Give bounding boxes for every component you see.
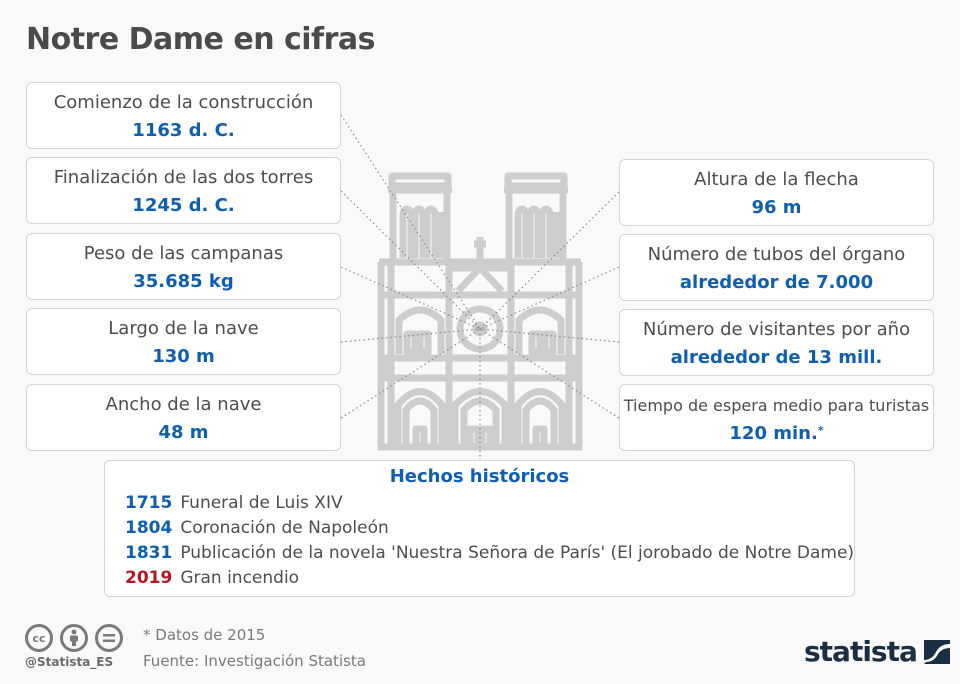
logo-text: statista bbox=[804, 635, 918, 668]
cathedral-icon bbox=[377, 172, 583, 451]
history-item: 1804 Coronación de Napoleón bbox=[125, 518, 389, 538]
no-derivatives-icon[interactable] bbox=[95, 624, 123, 652]
fact-box-construction-start: Comienzo de la construcción 1163 d. C. bbox=[26, 82, 341, 149]
history-year: 2019 bbox=[125, 568, 173, 588]
fact-label: Ancho de la nave bbox=[105, 394, 262, 415]
footnote-mark: * bbox=[817, 424, 824, 437]
fact-value-text: 120 min. bbox=[729, 423, 818, 444]
fact-value: 120 min.* bbox=[620, 423, 933, 445]
fact-box-bells-weight: Peso de las campanas 35.685 kg bbox=[26, 233, 341, 300]
fact-label: Largo de la nave bbox=[108, 318, 259, 339]
source-text: Fuente: Investigación Statista bbox=[143, 652, 366, 670]
fact-label: Tiempo de espera medio para turistas bbox=[623, 396, 930, 415]
history-title: Hechos históricos bbox=[389, 466, 570, 487]
fact-box-towers-completion: Finalización de las dos torres 1245 d. C… bbox=[26, 157, 341, 224]
fact-box-nave-length: Largo de la nave 130 m bbox=[26, 308, 341, 375]
twitter-handle[interactable]: @Statista_ES bbox=[25, 655, 114, 669]
fact-value: alrededor de 13 mill. bbox=[670, 347, 883, 368]
statista-mark-icon bbox=[923, 640, 950, 664]
fact-box-spire-height: Altura de la flecha 96 m bbox=[619, 159, 934, 226]
history-text: Funeral de Luis XIV bbox=[180, 493, 343, 513]
fact-box-organ-pipes: Número de tubos del órgano alrededor de … bbox=[619, 234, 934, 301]
history-item: 1831 Publicación de la novela 'Nuestra Se… bbox=[125, 543, 854, 563]
connector-lines bbox=[340, 114, 620, 460]
history-item: 1715 Funeral de Luis XIV bbox=[125, 493, 343, 513]
history-text: Publicación de la novela 'Nuestra Señora… bbox=[180, 543, 855, 563]
license-icons: cc bbox=[25, 624, 123, 652]
history-year: 1831 bbox=[125, 543, 173, 563]
cc-icon[interactable]: cc bbox=[25, 624, 53, 652]
fact-label: Número de visitantes por año bbox=[642, 319, 911, 340]
fact-value: alrededor de 7.000 bbox=[679, 272, 874, 293]
fact-value: 130 m bbox=[152, 346, 215, 367]
statista-logo[interactable]: statista bbox=[804, 637, 950, 667]
fact-box-nave-width: Ancho de la nave 48 m bbox=[26, 384, 341, 451]
fact-label: Peso de las campanas bbox=[83, 243, 284, 264]
history-year: 1804 bbox=[125, 518, 173, 538]
page-title: Notre Dame en cifras bbox=[26, 22, 376, 57]
history-text: Coronación de Napoleón bbox=[180, 518, 389, 538]
fact-value: 48 m bbox=[158, 422, 209, 443]
history-item: 2019 Gran incendio bbox=[125, 568, 299, 588]
fact-value: 35.685 kg bbox=[133, 271, 234, 292]
history-text: Gran incendio bbox=[180, 568, 300, 588]
footnote: * Datos de 2015 bbox=[143, 626, 266, 644]
fact-label: Altura de la flecha bbox=[694, 169, 859, 190]
fact-label: Comienzo de la construcción bbox=[53, 92, 314, 113]
fact-box-visitors: Número de visitantes por año alrededor d… bbox=[619, 309, 934, 376]
history-year: 1715 bbox=[125, 493, 173, 513]
fact-value: 1163 d. C. bbox=[132, 120, 235, 141]
history-box: Hechos históricos 1715 Funeral de Luis XI… bbox=[104, 460, 855, 597]
fact-label: Finalización de las dos torres bbox=[53, 167, 314, 188]
attribution-icon[interactable] bbox=[60, 624, 88, 652]
fact-value: 1245 d. C. bbox=[132, 195, 235, 216]
fact-label: Número de tubos del órgano bbox=[647, 244, 906, 265]
fact-value: 96 m bbox=[751, 197, 802, 218]
fact-box-wait-time: Tiempo de espera medio para turistas 120… bbox=[619, 384, 934, 451]
